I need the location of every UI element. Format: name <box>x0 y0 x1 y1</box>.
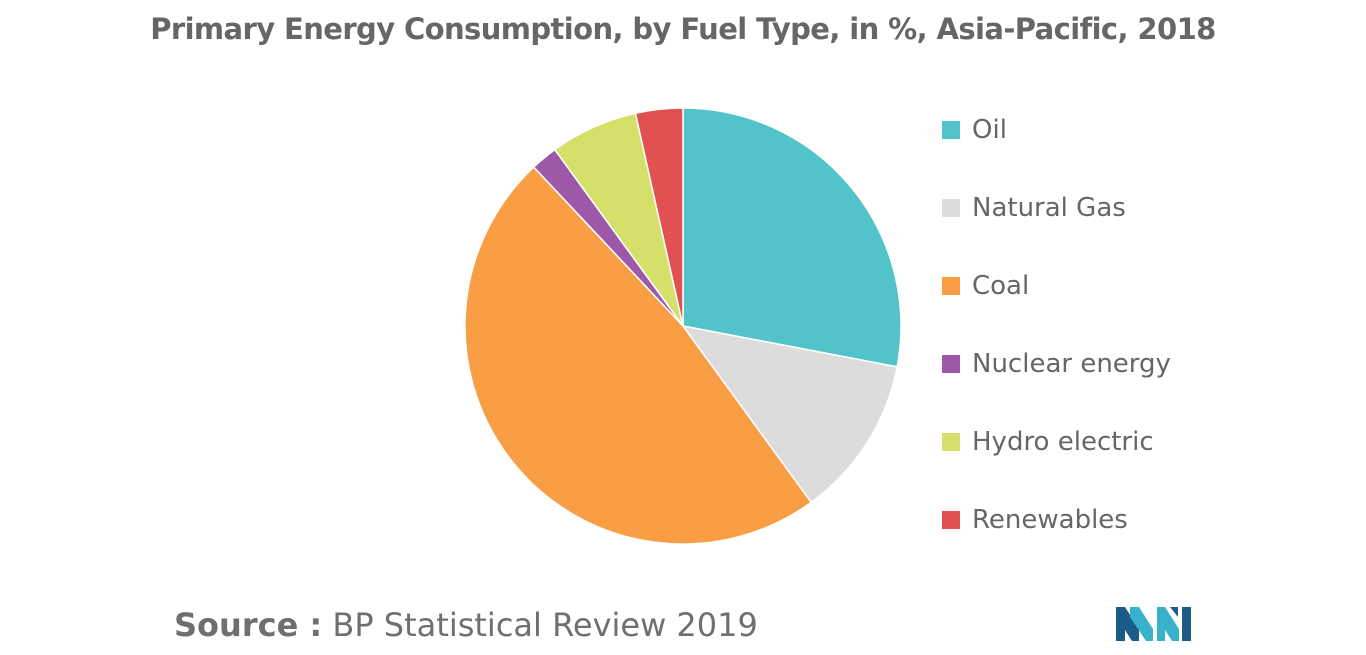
pie-slice-natural-gas <box>681 324 899 504</box>
legend-label: Hydro electric <box>972 427 1154 457</box>
legend-label: Natural Gas <box>972 193 1126 223</box>
legend-item-oil: Oil <box>942 110 1007 150</box>
legend-swatch <box>942 511 960 529</box>
legend-swatch <box>942 433 960 451</box>
legend-label: Renewables <box>972 505 1128 535</box>
legend-item-renewables: Renewables <box>942 500 1128 540</box>
legend-swatch <box>942 355 960 373</box>
source-note: Source : BP Statistical Review 2019 <box>174 606 758 644</box>
legend-item-nuclear-energy: Nuclear energy <box>942 344 1171 384</box>
legend-swatch <box>942 199 960 217</box>
pie-slice-coal <box>464 166 813 545</box>
legend-item-natural-gas: Natural Gas <box>942 188 1126 228</box>
legend-item-coal: Coal <box>942 266 1029 306</box>
legend-swatch <box>942 121 960 139</box>
legend-label: Coal <box>972 271 1030 301</box>
legend-swatch <box>942 277 960 295</box>
mordor-logo-icon <box>1116 607 1191 641</box>
source-label: Source : <box>174 606 323 644</box>
source-text: BP Statistical Review 2019 <box>332 606 758 644</box>
pie-slice-renewables <box>634 107 684 327</box>
legend-label: Oil <box>972 115 1007 145</box>
legend-item-hydro-electric: Hydro electric <box>942 422 1154 462</box>
pie-slice-oil <box>682 107 902 368</box>
legend-label: Nuclear energy <box>972 349 1171 379</box>
chart-title: Primary Energy Consumption, by Fuel Type… <box>150 12 1216 46</box>
